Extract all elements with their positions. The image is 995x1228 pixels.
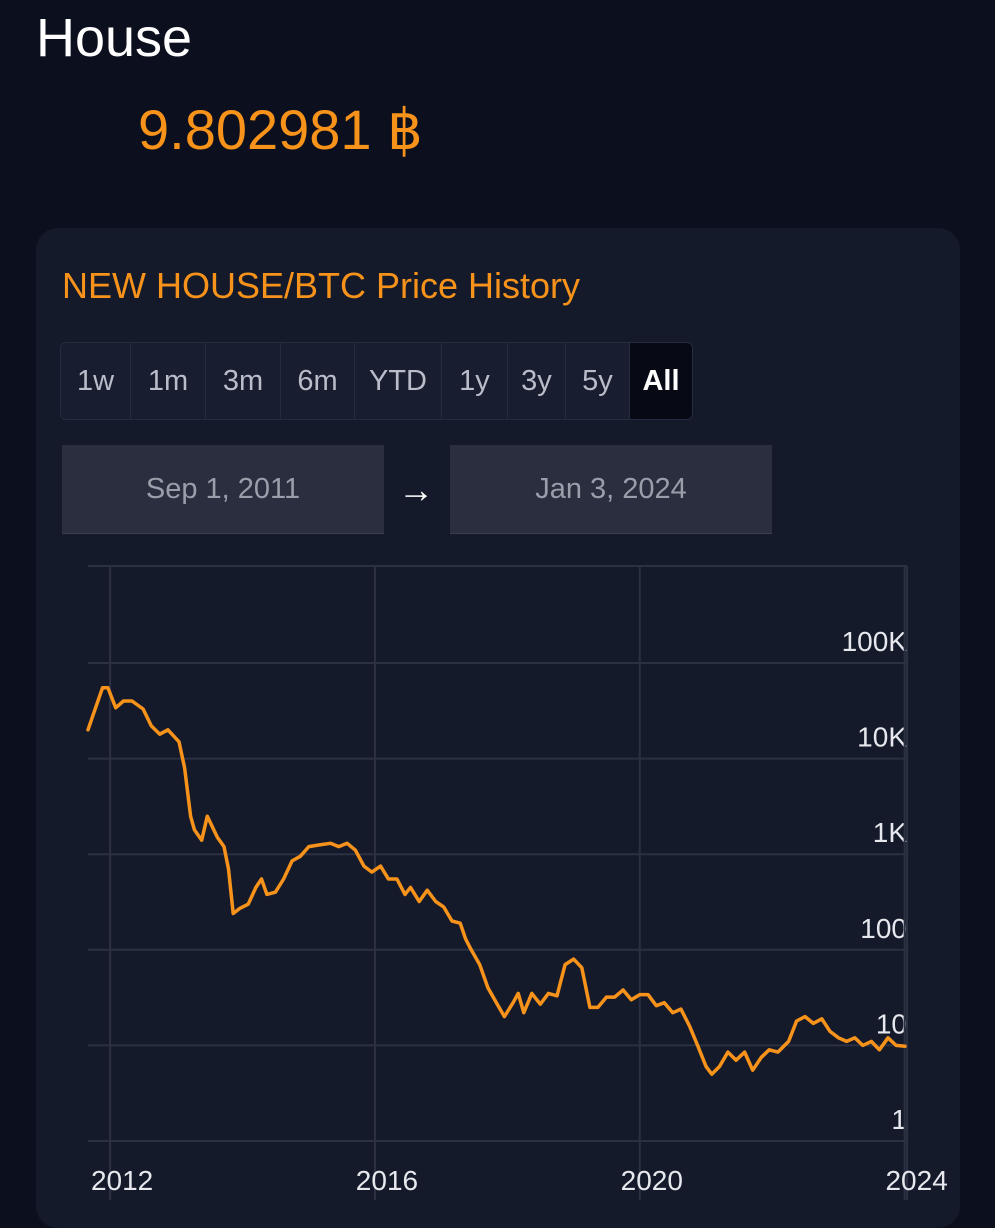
y-tick-label: 100	[860, 913, 907, 944]
arrow-right-icon: →	[398, 469, 434, 510]
tab-3y[interactable]: 3y	[508, 343, 566, 419]
tab-5y[interactable]: 5y	[566, 343, 630, 419]
date-to-field[interactable]: Jan 3, 2024	[450, 445, 772, 533]
x-tick-label: 2024	[885, 1165, 947, 1196]
tab-all[interactable]: All	[630, 343, 692, 419]
tab-1w[interactable]: 1w	[61, 343, 131, 419]
tab-6m[interactable]: 6m	[281, 343, 355, 419]
x-tick-label: 2012	[91, 1165, 153, 1196]
tab-1m[interactable]: 1m	[131, 343, 206, 419]
y-tick-label: 10K	[857, 722, 907, 753]
y-tick-label: 1K	[873, 817, 908, 848]
x-tick-label: 2016	[356, 1165, 418, 1196]
x-tick-label: 2020	[621, 1165, 683, 1196]
y-tick-label: 1	[891, 1104, 907, 1135]
asset-title: House	[36, 8, 193, 68]
tab-ytd[interactable]: YTD	[355, 343, 442, 419]
price-chart: 1 10 100 1K 10K 100K 2012 2016 2020 2024	[86, 565, 948, 1200]
tab-3m[interactable]: 3m	[206, 343, 281, 419]
y-tick-label: 100K	[842, 626, 908, 657]
tab-1y[interactable]: 1y	[442, 343, 508, 419]
date-from-field[interactable]: Sep 1, 2011	[62, 445, 384, 533]
chart-title: NEW HOUSE/BTC Price History	[62, 265, 581, 306]
y-tick-label: 10	[876, 1008, 907, 1039]
range-tabs: 1w 1m 3m 6m YTD 1y 3y 5y All	[60, 342, 693, 420]
btc-price: 9.802981 ฿	[138, 98, 423, 161]
price-series-line	[86, 686, 907, 1076]
price-history-card: NEW HOUSE/BTC Price History 1w 1m 3m 6m …	[36, 228, 960, 1228]
